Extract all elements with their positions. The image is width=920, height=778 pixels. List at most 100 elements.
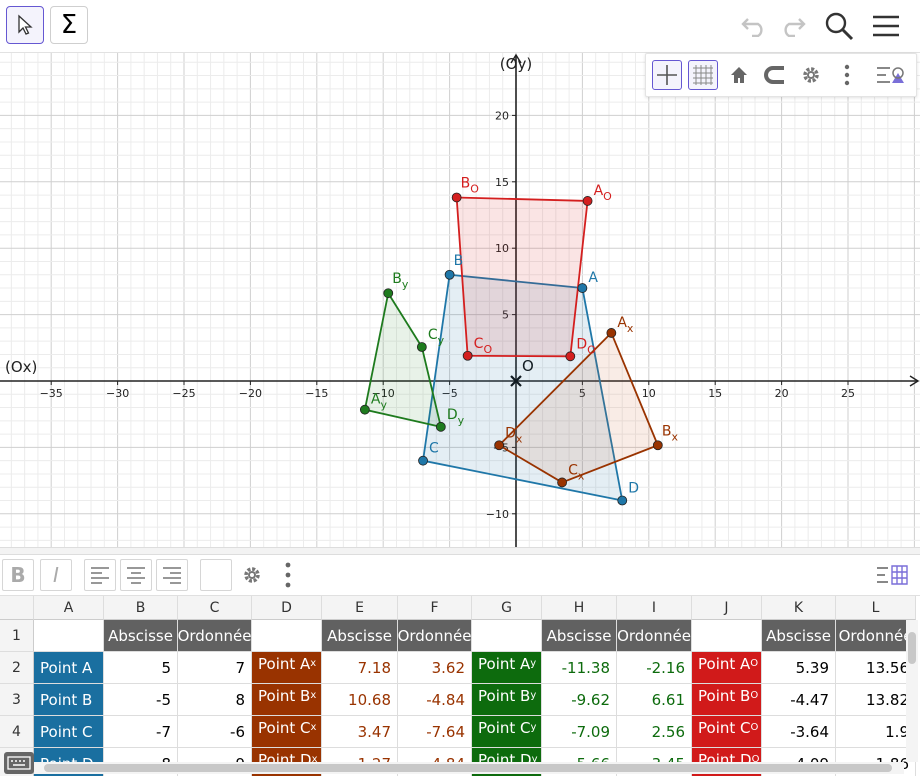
row-header-2[interactable]: 2 [0,652,34,684]
value-cell-K2[interactable]: 5.39 [762,652,836,684]
align-left-button[interactable] [84,559,116,591]
vertical-scroll-thumb[interactable] [908,632,916,664]
column-header-L[interactable]: L [836,596,916,620]
row-header-1[interactable]: 1 [0,620,34,652]
value-cell-L4[interactable]: 1.9 [836,716,916,748]
align-right-button[interactable] [156,559,188,591]
algebra-tool-button[interactable]: Σ [50,6,88,44]
column-header-I[interactable]: I [617,596,692,620]
point-AO[interactable] [582,196,593,206]
graphics-settings-button[interactable] [796,60,826,90]
value-cell-E2[interactable]: 7.18 [322,652,398,684]
spreadsheet-settings-button[interactable] [236,559,268,591]
search-button[interactable] [822,9,856,43]
header-cell-B1[interactable]: Abscisse [104,620,178,652]
more-options-button[interactable] [832,60,862,90]
header-cell-J1[interactable] [692,620,762,652]
point-label-cell-A4[interactable]: Point C [34,716,104,748]
point-capturing-button[interactable] [760,60,790,90]
value-cell-I4[interactable]: 2.56 [617,716,692,748]
value-cell-K3[interactable]: -4.47 [762,684,836,716]
header-cell-F1[interactable]: Ordonnée [398,620,472,652]
point-CO[interactable] [462,350,473,361]
main-menu-button[interactable] [869,9,903,43]
point-label-cell-A3[interactable]: Point B [34,684,104,716]
polygon-AoBoCoDo[interactable] [455,196,589,358]
point-Ay[interactable] [359,404,370,415]
value-cell-L3[interactable]: 13.82 [836,684,916,716]
header-cell-I1[interactable]: Ordonnée [617,620,692,652]
undo-button[interactable] [738,9,772,43]
column-header-J[interactable]: J [692,596,762,620]
column-header-E[interactable]: E [322,596,398,620]
header-cell-C1[interactable]: Ordonnée [178,620,252,652]
point-A[interactable] [577,283,588,293]
point-C[interactable] [418,455,428,466]
header-cell-A1[interactable] [34,620,104,652]
bold-button[interactable]: B [2,559,34,591]
value-cell-H2[interactable]: -11.38 [542,652,617,684]
header-cell-D1[interactable] [252,620,322,652]
origin-point[interactable] [510,375,522,387]
value-cell-B4[interactable]: -7 [104,716,178,748]
toggle-grid-button[interactable] [688,60,718,90]
value-cell-H3[interactable]: -9.62 [542,684,617,716]
column-header-G[interactable]: G [472,596,542,620]
value-cell-L2[interactable]: 13.56 [836,652,916,684]
value-cell-B2[interactable]: 5 [104,652,178,684]
redo-button[interactable] [775,9,809,43]
point-Cx[interactable] [557,477,567,488]
graphics-view[interactable]: −35−30−25−20−15−10−5510152025−10−5510152… [0,53,920,547]
style-bar-toggle-button[interactable] [876,60,906,90]
column-header-F[interactable]: F [398,596,472,620]
italic-button[interactable]: I [40,559,72,591]
header-cell-E1[interactable]: Abscisse [322,620,398,652]
toggle-axes-button[interactable] [652,60,682,90]
view-splitter[interactable] [0,547,920,555]
point-Dx[interactable] [494,440,505,451]
point-Cy[interactable] [416,342,427,352]
header-cell-K1[interactable]: Abscisse [762,620,836,652]
point-Ax[interactable] [606,328,617,338]
value-cell-C4[interactable]: -6 [178,716,252,748]
home-button[interactable] [724,60,754,90]
point-By[interactable] [383,288,394,299]
value-cell-C3[interactable]: 8 [178,684,252,716]
value-cell-E3[interactable]: 10.68 [322,684,398,716]
point-BO[interactable] [451,192,462,203]
column-header-B[interactable]: B [104,596,178,620]
column-header-A[interactable]: A [34,596,104,620]
horizontal-scroll-thumb[interactable] [44,764,892,772]
header-cell-L1[interactable]: Ordonnée [836,620,916,652]
spreadsheet-more-button[interactable] [272,559,304,591]
value-cell-H4[interactable]: -7.09 [542,716,617,748]
point-label-cell-A2[interactable]: Point A [34,652,104,684]
value-cell-F2[interactable]: 3.62 [398,652,472,684]
background-color-button[interactable] [200,559,232,591]
column-header-D[interactable]: D [252,596,322,620]
point-Dy[interactable] [435,421,446,432]
coordinate-plane[interactable]: −35−30−25−20−15−10−5510152025−10−5510152… [0,53,920,547]
point-D[interactable] [617,495,628,506]
value-cell-F4[interactable]: -7.64 [398,716,472,748]
column-header-K[interactable]: K [762,596,836,620]
value-cell-C2[interactable]: 7 [178,652,252,684]
value-cell-E4[interactable]: 3.47 [322,716,398,748]
value-cell-K4[interactable]: -3.64 [762,716,836,748]
point-B[interactable] [444,269,455,280]
column-header-H[interactable]: H [542,596,617,620]
header-cell-H1[interactable]: Abscisse [542,620,617,652]
header-cell-G1[interactable] [472,620,542,652]
align-center-button[interactable] [120,559,152,591]
keyboard-button[interactable] [4,752,34,774]
column-header-C[interactable]: C [178,596,252,620]
